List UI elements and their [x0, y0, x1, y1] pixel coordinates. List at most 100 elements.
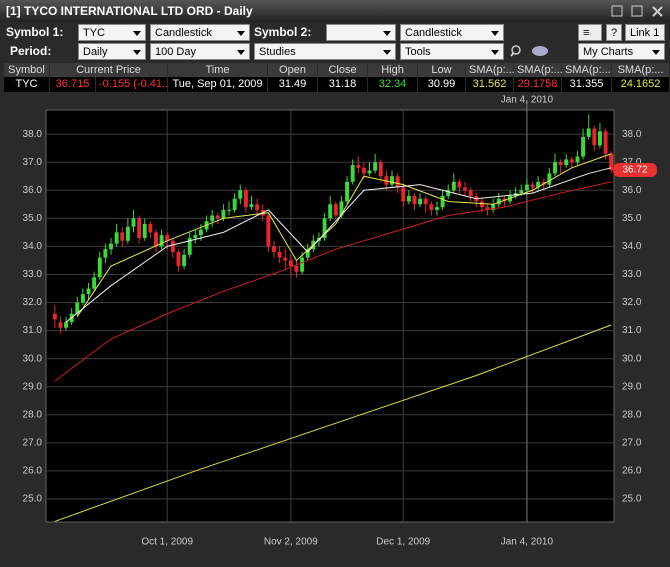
- y-tick-label-right: 35.0: [622, 213, 642, 224]
- y-tick-label: 28.0: [23, 409, 43, 420]
- candle-body: [491, 204, 496, 210]
- candle-body: [356, 165, 361, 168]
- table-header: Symbol: [4, 63, 49, 77]
- candle-body: [154, 232, 158, 247]
- chart: 25.0 25.0 26.0 26.0 27.0 27.0 28.0 28.0 29.0 29.0…: [23, 95, 657, 548]
- candle-body: [176, 252, 181, 267]
- x-tick-label: Oct 1, 2009: [141, 537, 193, 548]
- menu-button[interactable]: ≡: [578, 24, 602, 41]
- candle-body: [120, 232, 125, 241]
- candle-body: [378, 162, 383, 177]
- candle-body: [238, 190, 243, 199]
- tools-select[interactable]: Tools: [400, 43, 504, 60]
- table-cell: 29.1758: [514, 77, 561, 92]
- candle-body: [232, 198, 237, 210]
- table-cell: TYC: [4, 77, 49, 92]
- symbol1-input[interactable]: TYC: [78, 24, 146, 41]
- table-header: SMA(p:...: [514, 63, 563, 77]
- chart-type2[interactable]: Candlestick: [400, 24, 504, 41]
- candle-body: [221, 209, 226, 219]
- candle-body: [564, 159, 569, 166]
- table-cell: 31.562: [466, 77, 513, 92]
- candle-body: [350, 165, 355, 182]
- range-select[interactable]: 100 Day: [150, 43, 250, 60]
- candle-body: [255, 204, 260, 210]
- table-header: Low: [418, 63, 465, 77]
- candle-body: [446, 190, 451, 196]
- table-header: Current Price: [50, 63, 167, 77]
- y-tick-label-right: 27.0: [622, 437, 642, 448]
- candle-body: [435, 207, 439, 210]
- candle-body: [294, 266, 299, 272]
- candle-body: [92, 277, 97, 289]
- candle-body: [75, 302, 80, 314]
- candle-body: [524, 184, 529, 191]
- table-cell: 36.715: [50, 77, 95, 92]
- table-cell: 30.99: [418, 77, 465, 92]
- link-button[interactable]: Link 1: [625, 24, 665, 41]
- x-tick-label: Jan 4, 2010: [501, 537, 554, 548]
- my-charts-select[interactable]: My Charts: [578, 43, 665, 60]
- candle-body: [586, 128, 591, 137]
- candle-body: [170, 240, 175, 253]
- candle-body: [530, 184, 535, 188]
- candle-body: [361, 167, 366, 174]
- candle-body: [373, 162, 378, 171]
- help-button[interactable]: ?: [606, 24, 622, 41]
- chart-type1[interactable]: Candlestick: [150, 24, 250, 41]
- candle-body: [125, 226, 130, 241]
- candle-body: [272, 246, 276, 253]
- candle-body: [182, 254, 187, 267]
- table-header: High: [368, 63, 417, 77]
- y-tick-label-right: 36.0: [622, 185, 642, 196]
- window-title: [1] TYCO INTERNATIONAL LTD ORD - Daily: [0, 0, 670, 22]
- symbol1-label: Symbol 1:: [6, 25, 64, 39]
- x-tick-label: Dec 1, 2009: [376, 537, 430, 548]
- studies-select[interactable]: Studies: [254, 43, 396, 60]
- period-label: Period:: [10, 44, 52, 58]
- x-tick-label: Nov 2, 2009: [264, 537, 318, 548]
- candle-body: [80, 294, 85, 303]
- candle-body: [479, 201, 484, 208]
- candle-body: [536, 181, 541, 188]
- candle-body: [345, 181, 350, 202]
- period-select[interactable]: Daily: [78, 43, 146, 60]
- window-controls[interactable]: [608, 4, 666, 18]
- candle-body: [367, 170, 372, 174]
- candle-body: [198, 229, 203, 236]
- candle-body: [496, 198, 501, 205]
- y-tick-label: 27.0: [23, 437, 43, 448]
- y-tick-label-right: 26.0: [622, 466, 642, 477]
- price-tag: 36.72: [622, 165, 647, 176]
- price-tag-bg: [613, 163, 657, 178]
- symbol2-input[interactable]: [326, 24, 396, 41]
- candle-body: [215, 215, 220, 219]
- table-header: SMA(p:...: [466, 63, 515, 77]
- candle-body: [243, 190, 248, 208]
- table-cell: 31.18: [318, 77, 367, 92]
- candle-body: [187, 237, 192, 255]
- candle-body: [395, 176, 400, 188]
- table-header: Close: [318, 63, 367, 77]
- y-tick-label: 26.0: [23, 466, 43, 477]
- candle-body: [159, 235, 164, 247]
- candle-body: [423, 198, 428, 205]
- y-tick-label: 37.0: [23, 157, 43, 168]
- candle-body: [406, 195, 411, 202]
- table-header: Open: [268, 63, 317, 77]
- candle-body: [52, 313, 57, 320]
- y-tick-label-right: 32.0: [622, 297, 642, 308]
- candle-body: [485, 207, 490, 210]
- y-tick-label: 35.0: [23, 213, 43, 224]
- candle-body: [457, 181, 462, 188]
- y-tick-label-right: 25.0: [622, 494, 642, 505]
- table-cell: 31.49: [268, 77, 317, 92]
- y-tick-label: 30.0: [23, 353, 43, 364]
- candle-body: [603, 131, 608, 154]
- candle-body: [429, 204, 434, 210]
- candle-body: [137, 218, 142, 238]
- zoom-icons[interactable]: [508, 43, 556, 60]
- table-header: SMA(p:...: [562, 63, 611, 77]
- candle-body: [86, 288, 91, 295]
